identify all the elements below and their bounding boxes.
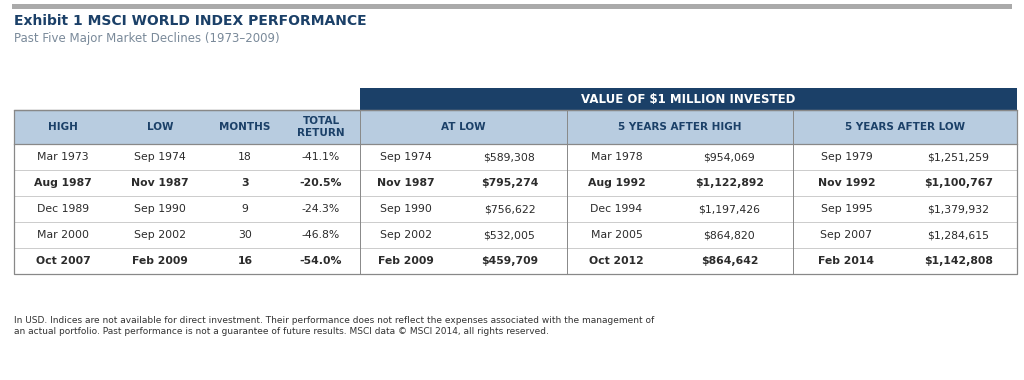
Text: Past Five Major Market Declines (1973–2009): Past Five Major Market Declines (1973–20… <box>14 32 280 45</box>
Bar <box>14 196 1017 222</box>
Text: Sep 1995: Sep 1995 <box>820 204 872 214</box>
Text: $1,379,932: $1,379,932 <box>928 204 989 214</box>
Text: $1,251,259: $1,251,259 <box>928 152 989 162</box>
Text: Aug 1992: Aug 1992 <box>588 178 645 188</box>
Text: HIGH: HIGH <box>48 122 78 132</box>
Text: -24.3%: -24.3% <box>302 204 340 214</box>
Text: $1,100,767: $1,100,767 <box>924 178 993 188</box>
Text: VALUE OF $1 MILLION INVESTED: VALUE OF $1 MILLION INVESTED <box>582 92 796 106</box>
Text: 9: 9 <box>242 204 249 214</box>
Text: LOW: LOW <box>146 122 173 132</box>
Bar <box>14 222 1017 248</box>
Text: Sep 2002: Sep 2002 <box>134 230 186 240</box>
Text: $459,709: $459,709 <box>481 256 538 266</box>
Text: Nov 1992: Nov 1992 <box>818 178 876 188</box>
Bar <box>14 170 1017 196</box>
Text: Sep 2002: Sep 2002 <box>380 230 432 240</box>
Text: AT LOW: AT LOW <box>441 122 485 132</box>
Text: Dec 1989: Dec 1989 <box>37 204 89 214</box>
Text: 5 YEARS AFTER LOW: 5 YEARS AFTER LOW <box>845 122 965 132</box>
Text: Sep 1974: Sep 1974 <box>134 152 186 162</box>
Text: Mar 2000: Mar 2000 <box>37 230 89 240</box>
Bar <box>14 110 1017 274</box>
Text: -41.1%: -41.1% <box>302 152 340 162</box>
Text: -20.5%: -20.5% <box>300 178 342 188</box>
Text: Sep 1990: Sep 1990 <box>134 204 186 214</box>
Text: an actual portfolio. Past performance is not a guarantee of future results. MSCI: an actual portfolio. Past performance is… <box>14 327 549 336</box>
Text: -54.0%: -54.0% <box>300 256 342 266</box>
Text: Oct 2007: Oct 2007 <box>36 256 90 266</box>
Text: Dec 1994: Dec 1994 <box>591 204 643 214</box>
Bar <box>14 110 1017 144</box>
Text: $1,197,426: $1,197,426 <box>698 204 761 214</box>
Text: 30: 30 <box>238 230 252 240</box>
Bar <box>12 4 1012 9</box>
Text: $1,284,615: $1,284,615 <box>928 230 989 240</box>
Text: In USD. Indices are not available for direct investment. Their performance does : In USD. Indices are not available for di… <box>14 316 654 325</box>
Bar <box>14 248 1017 274</box>
Text: Mar 2005: Mar 2005 <box>591 230 642 240</box>
Text: Sep 1990: Sep 1990 <box>380 204 432 214</box>
Text: Sep 2007: Sep 2007 <box>820 230 872 240</box>
Text: $864,820: $864,820 <box>703 230 756 240</box>
Text: MONTHS: MONTHS <box>219 122 270 132</box>
Text: -46.8%: -46.8% <box>302 230 340 240</box>
Text: $756,622: $756,622 <box>483 204 536 214</box>
Text: Exhibit 1 MSCI WORLD INDEX PERFORMANCE: Exhibit 1 MSCI WORLD INDEX PERFORMANCE <box>14 14 367 28</box>
Bar <box>360 88 1017 110</box>
Text: $864,642: $864,642 <box>700 256 758 266</box>
Text: TOTAL
RETURN: TOTAL RETURN <box>297 116 345 138</box>
Text: Sep 1974: Sep 1974 <box>380 152 432 162</box>
Bar <box>14 144 1017 170</box>
Text: $532,005: $532,005 <box>483 230 536 240</box>
Text: $954,069: $954,069 <box>703 152 756 162</box>
Text: Oct 2012: Oct 2012 <box>589 256 644 266</box>
Text: Feb 2014: Feb 2014 <box>818 256 874 266</box>
Text: Nov 1987: Nov 1987 <box>377 178 435 188</box>
Text: 5 YEARS AFTER HIGH: 5 YEARS AFTER HIGH <box>618 122 741 132</box>
Text: $795,274: $795,274 <box>481 178 539 188</box>
Text: 3: 3 <box>242 178 249 188</box>
Text: Sep 1979: Sep 1979 <box>820 152 872 162</box>
Text: Nov 1987: Nov 1987 <box>131 178 188 188</box>
Text: 16: 16 <box>238 256 253 266</box>
Text: Feb 2009: Feb 2009 <box>132 256 188 266</box>
Text: 18: 18 <box>239 152 252 162</box>
Text: Mar 1978: Mar 1978 <box>591 152 642 162</box>
Text: $1,142,808: $1,142,808 <box>924 256 993 266</box>
Text: $1,122,892: $1,122,892 <box>695 178 764 188</box>
Text: Feb 2009: Feb 2009 <box>378 256 434 266</box>
Text: Mar 1973: Mar 1973 <box>37 152 89 162</box>
Text: $589,308: $589,308 <box>483 152 536 162</box>
Text: Aug 1987: Aug 1987 <box>34 178 92 188</box>
